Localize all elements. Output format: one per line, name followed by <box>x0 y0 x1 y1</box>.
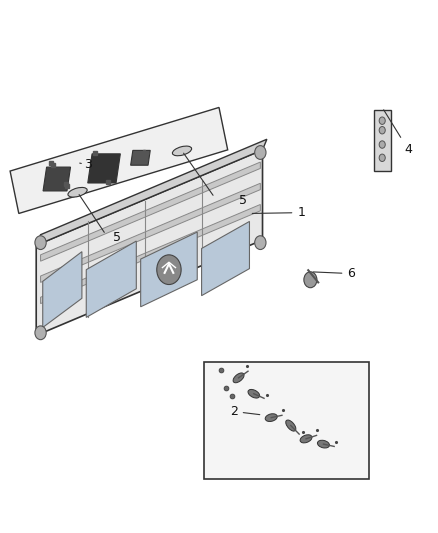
Circle shape <box>157 255 181 285</box>
Text: 5: 5 <box>113 231 121 244</box>
Ellipse shape <box>265 414 277 422</box>
Polygon shape <box>41 162 260 261</box>
Polygon shape <box>10 108 228 214</box>
Circle shape <box>379 141 385 148</box>
Text: 3: 3 <box>80 158 92 172</box>
Text: 6: 6 <box>313 267 355 280</box>
Polygon shape <box>374 110 391 171</box>
Circle shape <box>379 126 385 134</box>
Polygon shape <box>43 167 71 191</box>
Bar <box>204 362 369 479</box>
Circle shape <box>35 326 46 340</box>
Text: 1: 1 <box>252 206 305 219</box>
Ellipse shape <box>248 390 260 398</box>
Circle shape <box>35 236 46 249</box>
Ellipse shape <box>68 188 87 197</box>
Circle shape <box>379 117 385 124</box>
Polygon shape <box>36 150 262 335</box>
Circle shape <box>254 236 266 249</box>
Polygon shape <box>86 241 136 317</box>
Ellipse shape <box>173 146 191 156</box>
Polygon shape <box>41 205 260 304</box>
Text: 2: 2 <box>230 405 260 418</box>
Ellipse shape <box>233 373 244 383</box>
Circle shape <box>379 154 385 161</box>
Circle shape <box>304 272 317 288</box>
Ellipse shape <box>300 435 312 443</box>
Polygon shape <box>41 183 260 282</box>
Polygon shape <box>141 232 197 307</box>
Circle shape <box>254 146 266 159</box>
Ellipse shape <box>318 440 329 448</box>
Ellipse shape <box>286 420 296 431</box>
Polygon shape <box>131 150 150 165</box>
Polygon shape <box>201 221 250 296</box>
Polygon shape <box>36 139 267 245</box>
Polygon shape <box>43 252 82 327</box>
Text: 4: 4 <box>384 110 412 156</box>
Text: 5: 5 <box>239 193 247 207</box>
Polygon shape <box>88 154 120 183</box>
